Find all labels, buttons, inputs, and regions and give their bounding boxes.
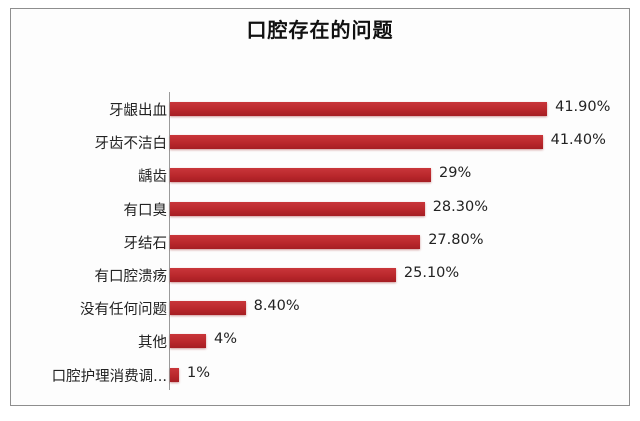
data-label: 25.10% <box>403 265 460 281</box>
category-label: 其他 <box>138 335 167 352</box>
data-label: 4% <box>214 331 238 348</box>
bar-row: 口腔护理消费调... 1% <box>0 359 640 391</box>
bar <box>170 367 179 382</box>
bar-row: 有口臭 28.30% <box>0 193 640 225</box>
data-label: 28.30% <box>432 198 488 215</box>
category-label: 牙结石 <box>123 235 168 252</box>
category-axis-line <box>169 92 170 390</box>
data-label: 8.40% <box>253 298 300 315</box>
data-label: 41.90% <box>555 99 611 115</box>
bar <box>170 268 396 282</box>
bar <box>170 301 246 316</box>
bar-row: 其他 4% <box>0 325 640 357</box>
data-label: 29% <box>439 165 472 182</box>
data-label: 1% <box>187 364 211 381</box>
category-label: 牙龈出血 <box>109 103 167 119</box>
bar-row: 牙龈出血 41.90% <box>0 93 640 125</box>
data-label: 41.40% <box>550 132 606 149</box>
category-label: 没有任何问题 <box>80 302 167 319</box>
bar <box>170 334 206 349</box>
bar-row: 有口腔溃疡 25.10% <box>0 259 640 291</box>
category-label: 牙齿不洁白 <box>94 136 168 153</box>
category-label: 有口臭 <box>123 202 168 219</box>
bar <box>170 201 425 216</box>
bar-row: 没有任何问题 8.40% <box>0 292 640 324</box>
bar-row: 牙齿不洁白 41.40% <box>0 126 640 158</box>
bar <box>170 234 421 249</box>
chart-title: 口腔存在的问题 <box>246 18 394 42</box>
bar <box>170 135 543 150</box>
bar <box>170 168 431 183</box>
category-label: 有口腔溃疡 <box>94 269 168 285</box>
category-label: 龋齿 <box>138 169 167 186</box>
bar-row: 牙结石 27.80% <box>0 226 640 258</box>
data-label: 27.80% <box>428 231 484 248</box>
bar <box>170 102 548 116</box>
category-label: 口腔护理消费调... <box>51 368 167 385</box>
bar-row: 龋齿 29% <box>0 159 640 191</box>
